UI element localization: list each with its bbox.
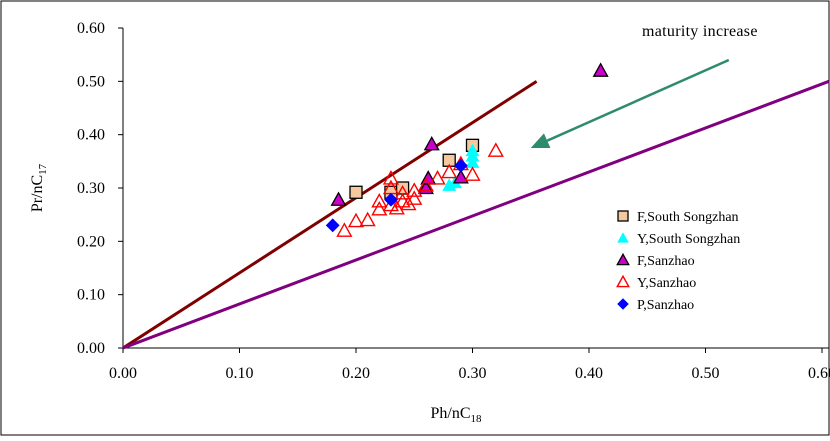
x-tick-label: 0.50 bbox=[692, 365, 720, 382]
y-tick-label: 0.50 bbox=[77, 73, 105, 90]
data-point bbox=[330, 191, 347, 206]
data-point bbox=[371, 200, 388, 216]
data-point bbox=[406, 190, 423, 205]
data-point bbox=[347, 212, 365, 228]
data-point bbox=[382, 170, 400, 185]
legend-marker bbox=[617, 210, 629, 222]
x-tick-label: 0.40 bbox=[575, 365, 603, 382]
data-point bbox=[417, 176, 434, 192]
data-point bbox=[371, 192, 388, 208]
data-point bbox=[384, 192, 398, 207]
x-tick-label: 0.00 bbox=[109, 365, 137, 382]
data-point bbox=[400, 195, 417, 211]
data-point bbox=[487, 142, 504, 157]
data-point bbox=[394, 184, 411, 200]
legend-marker bbox=[617, 298, 629, 310]
reference-line bbox=[122, 79, 830, 350]
y-axis-label: Pr/nC17 bbox=[29, 163, 49, 212]
y-tick-label: 0.60 bbox=[77, 20, 105, 37]
data-point bbox=[325, 218, 340, 233]
legend-label: F,South Songzhan bbox=[637, 210, 739, 225]
x-tick-label: 0.60 bbox=[808, 365, 830, 382]
legend: F,South Songzhan Y,South Songzhan F,Sanzha… bbox=[616, 210, 740, 313]
data-point bbox=[441, 163, 458, 179]
annotation-arrow-shaft bbox=[546, 58, 730, 142]
data-point bbox=[336, 222, 353, 237]
x-axis-label-sub: 18 bbox=[471, 413, 483, 425]
x-tick-label: 0.10 bbox=[226, 365, 254, 382]
legend-label: Y,Sanzhao bbox=[637, 276, 696, 291]
data-point bbox=[465, 155, 480, 168]
data-point bbox=[349, 185, 363, 199]
legend-label: F,Sanzhao bbox=[637, 254, 695, 269]
y-tick-label: 0.30 bbox=[77, 180, 105, 197]
y-tick-label: 0.10 bbox=[77, 287, 105, 304]
data-point bbox=[592, 62, 609, 77]
data-point bbox=[406, 182, 423, 197]
data-points bbox=[325, 62, 609, 237]
data-point bbox=[429, 170, 446, 185]
legend-label: Y,South Songzhan bbox=[637, 232, 740, 247]
x-tick-group: 0.00 0.10 0.20 0.30 0.40 0.50 0.60 bbox=[109, 348, 830, 382]
annotation-text: maturity increase bbox=[642, 23, 758, 40]
annotation-arrow-head bbox=[530, 133, 551, 149]
legend-marker bbox=[616, 274, 630, 288]
reference-lines bbox=[122, 79, 830, 350]
x-tick-label: 0.30 bbox=[459, 365, 487, 382]
y-tick-group: 0.00 0.10 0.20 0.30 0.40 0.50 0.60 bbox=[77, 20, 123, 357]
legend-label: P,Sanzhao bbox=[637, 298, 694, 313]
y-tick-label: 0.00 bbox=[77, 340, 105, 357]
svg-text:Pr/nC17: Pr/nC17 bbox=[29, 163, 49, 212]
data-point bbox=[423, 136, 440, 151]
svg-text:Ph/nC18: Ph/nC18 bbox=[430, 405, 482, 425]
data-point bbox=[465, 143, 480, 157]
legend-marker bbox=[617, 232, 629, 243]
annotation-text-group: maturity increase bbox=[642, 23, 758, 40]
y-axis-label-main: Pr/nC bbox=[29, 175, 46, 212]
data-point bbox=[388, 199, 405, 215]
data-point bbox=[453, 158, 468, 173]
x-axis-label: Ph/nC18 bbox=[430, 405, 482, 425]
data-point bbox=[464, 166, 481, 181]
y-axis-label-sub: 17 bbox=[37, 163, 49, 175]
legend-marker bbox=[616, 252, 630, 266]
reference-line bbox=[122, 80, 538, 350]
y-tick-label: 0.20 bbox=[77, 233, 105, 250]
data-point bbox=[359, 211, 376, 227]
annotation-group bbox=[530, 58, 730, 149]
data-point bbox=[452, 169, 469, 184]
x-tick-label: 0.20 bbox=[342, 365, 370, 382]
x-axis-label-main: Ph/nC bbox=[430, 405, 470, 422]
y-tick-label: 0.40 bbox=[77, 127, 105, 144]
